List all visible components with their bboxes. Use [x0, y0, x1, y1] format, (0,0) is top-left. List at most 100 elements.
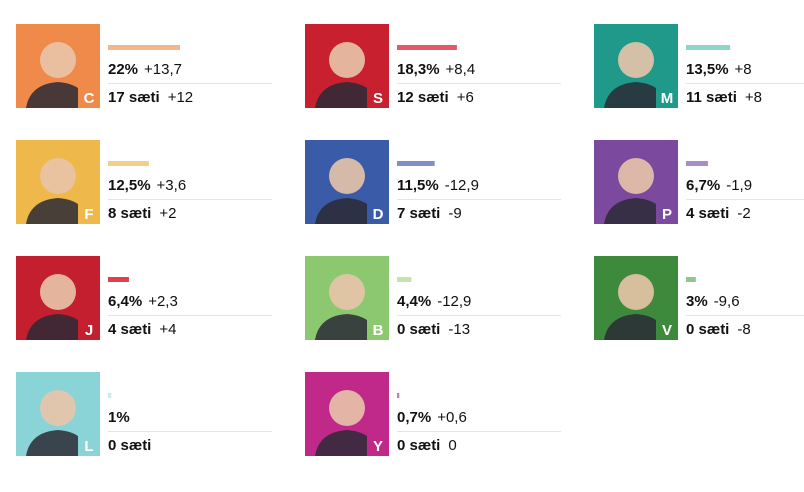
- party-card: J 6,4% +2,3 4 sæti +4: [16, 256, 272, 340]
- photo-body: [604, 198, 668, 224]
- seats: 4 sæti: [686, 205, 729, 222]
- seats: 8 sæti: [108, 205, 151, 222]
- share: 6,7%: [686, 177, 720, 194]
- party-card: F 12,5% +3,6 8 sæti +2: [16, 140, 272, 224]
- share: 11,5%: [397, 177, 439, 194]
- party-letter: L: [84, 438, 93, 455]
- share: 6,4%: [108, 293, 142, 310]
- share-change: -12,9: [445, 177, 479, 194]
- seats: 7 sæti: [397, 205, 440, 222]
- party-card: L 1% 0 sæti: [16, 372, 272, 456]
- photo-body: [26, 198, 90, 224]
- photo-body: [315, 198, 379, 224]
- party-card: M 13,5% +8 11 sæti +8: [594, 24, 804, 108]
- share-change: +8: [735, 61, 752, 78]
- seats: 17 sæti: [108, 89, 160, 106]
- photo-body: [604, 82, 668, 108]
- seat-change: 0: [448, 437, 456, 454]
- photo-head: [40, 274, 76, 310]
- seats: 0 sæti: [108, 437, 151, 454]
- seats: 0 sæti: [397, 437, 440, 454]
- seat-change: +6: [457, 89, 474, 106]
- badge: [367, 318, 389, 340]
- photo-head: [329, 158, 365, 194]
- seat-change: -9: [448, 205, 461, 222]
- photo-head: [618, 42, 654, 78]
- share: 0,7%: [397, 409, 431, 426]
- photo-body: [315, 82, 379, 108]
- share: 3%: [686, 293, 708, 310]
- share-change: -1,9: [726, 177, 752, 194]
- share: 1%: [108, 409, 130, 426]
- photo-head: [618, 158, 654, 194]
- photo-head: [618, 274, 654, 310]
- share-bar: [686, 277, 696, 282]
- badge: [78, 202, 100, 224]
- share-bar: [108, 393, 112, 398]
- party-letter: B: [373, 322, 384, 339]
- share: 18,3%: [397, 61, 440, 78]
- party-letter: S: [373, 90, 383, 107]
- badge: [367, 202, 389, 224]
- share-change: +13,7: [144, 61, 182, 78]
- photo-body: [315, 314, 379, 340]
- seat-change: -13: [448, 321, 470, 338]
- photo-body: [26, 314, 90, 340]
- party-letter: V: [662, 322, 672, 339]
- party-card: S 18,3% +8,4 12 sæti +6: [305, 24, 561, 108]
- seat-change: -2: [737, 205, 750, 222]
- photo-body: [26, 430, 90, 456]
- party-card: P 6,7% -1,9 4 sæti -2: [594, 140, 804, 224]
- badge: [656, 318, 678, 340]
- photo-body: [315, 430, 379, 456]
- party-letter: J: [85, 322, 93, 339]
- party-card: B 4,4% -12,9 0 sæti -13: [305, 256, 561, 340]
- photo-body: [604, 314, 668, 340]
- party-letter: F: [84, 206, 93, 223]
- seats: 0 sæti: [686, 321, 729, 338]
- badge: [78, 434, 100, 456]
- seat-change: -8: [737, 321, 750, 338]
- badge: [78, 86, 100, 108]
- party-letter: D: [373, 206, 384, 223]
- share: 13,5%: [686, 61, 729, 78]
- badge: [367, 86, 389, 108]
- photo-head: [329, 42, 365, 78]
- photo-head: [329, 274, 365, 310]
- share-bar: [397, 393, 400, 398]
- share: 22%: [108, 61, 138, 78]
- photo-head: [40, 390, 76, 426]
- photo-head: [40, 42, 76, 78]
- seat-change: +4: [159, 321, 176, 338]
- seat-change: +2: [159, 205, 176, 222]
- party-card: V 3% -9,6 0 sæti -8: [594, 256, 804, 340]
- share: 12,5%: [108, 177, 151, 194]
- badge: [656, 202, 678, 224]
- party-letter: C: [84, 90, 95, 107]
- seat-change: +8: [745, 89, 762, 106]
- share-bar: [108, 45, 180, 50]
- share-change: +0,6: [437, 409, 467, 426]
- party-card: D 11,5% -12,9 7 sæti -9: [305, 140, 561, 224]
- share-bar: [397, 161, 435, 166]
- share-bar: [108, 277, 129, 282]
- share: 4,4%: [397, 293, 431, 310]
- seats: 11 sæti: [686, 89, 737, 106]
- share-bar: [686, 45, 731, 50]
- share-change: -9,6: [714, 293, 740, 310]
- badge: [367, 434, 389, 456]
- photo-head: [329, 390, 365, 426]
- party-card: C 22% +13,7 17 sæti +12: [16, 24, 272, 108]
- share-change: -12,9: [437, 293, 471, 310]
- share-change: +3,6: [157, 177, 187, 194]
- party-letter: P: [662, 206, 672, 223]
- badge: [656, 86, 678, 108]
- photo-body: [26, 82, 90, 108]
- photo-head: [40, 158, 76, 194]
- party-letter: M: [661, 90, 674, 107]
- share-bar: [108, 161, 149, 166]
- share-bar: [397, 277, 412, 282]
- party-card: Y 0,7% +0,6 0 sæti 0: [305, 372, 561, 456]
- party-letter: Y: [373, 438, 383, 455]
